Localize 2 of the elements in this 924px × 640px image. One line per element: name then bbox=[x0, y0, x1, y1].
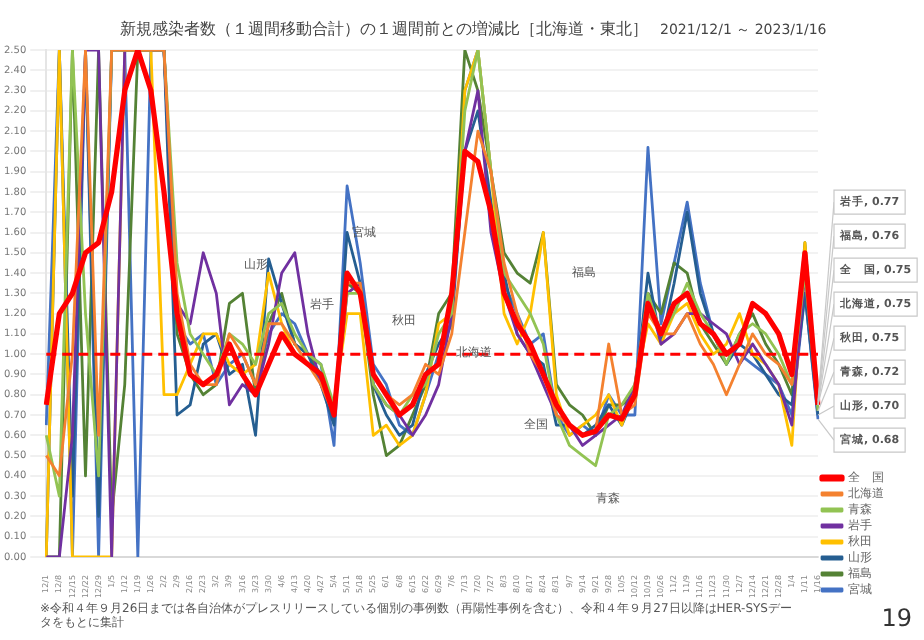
text: 19 bbox=[881, 604, 912, 632]
chart-title: 新規感染者数（１週間移動合計）の１週間前との増減比［北海道・東北］ bbox=[120, 18, 648, 40]
